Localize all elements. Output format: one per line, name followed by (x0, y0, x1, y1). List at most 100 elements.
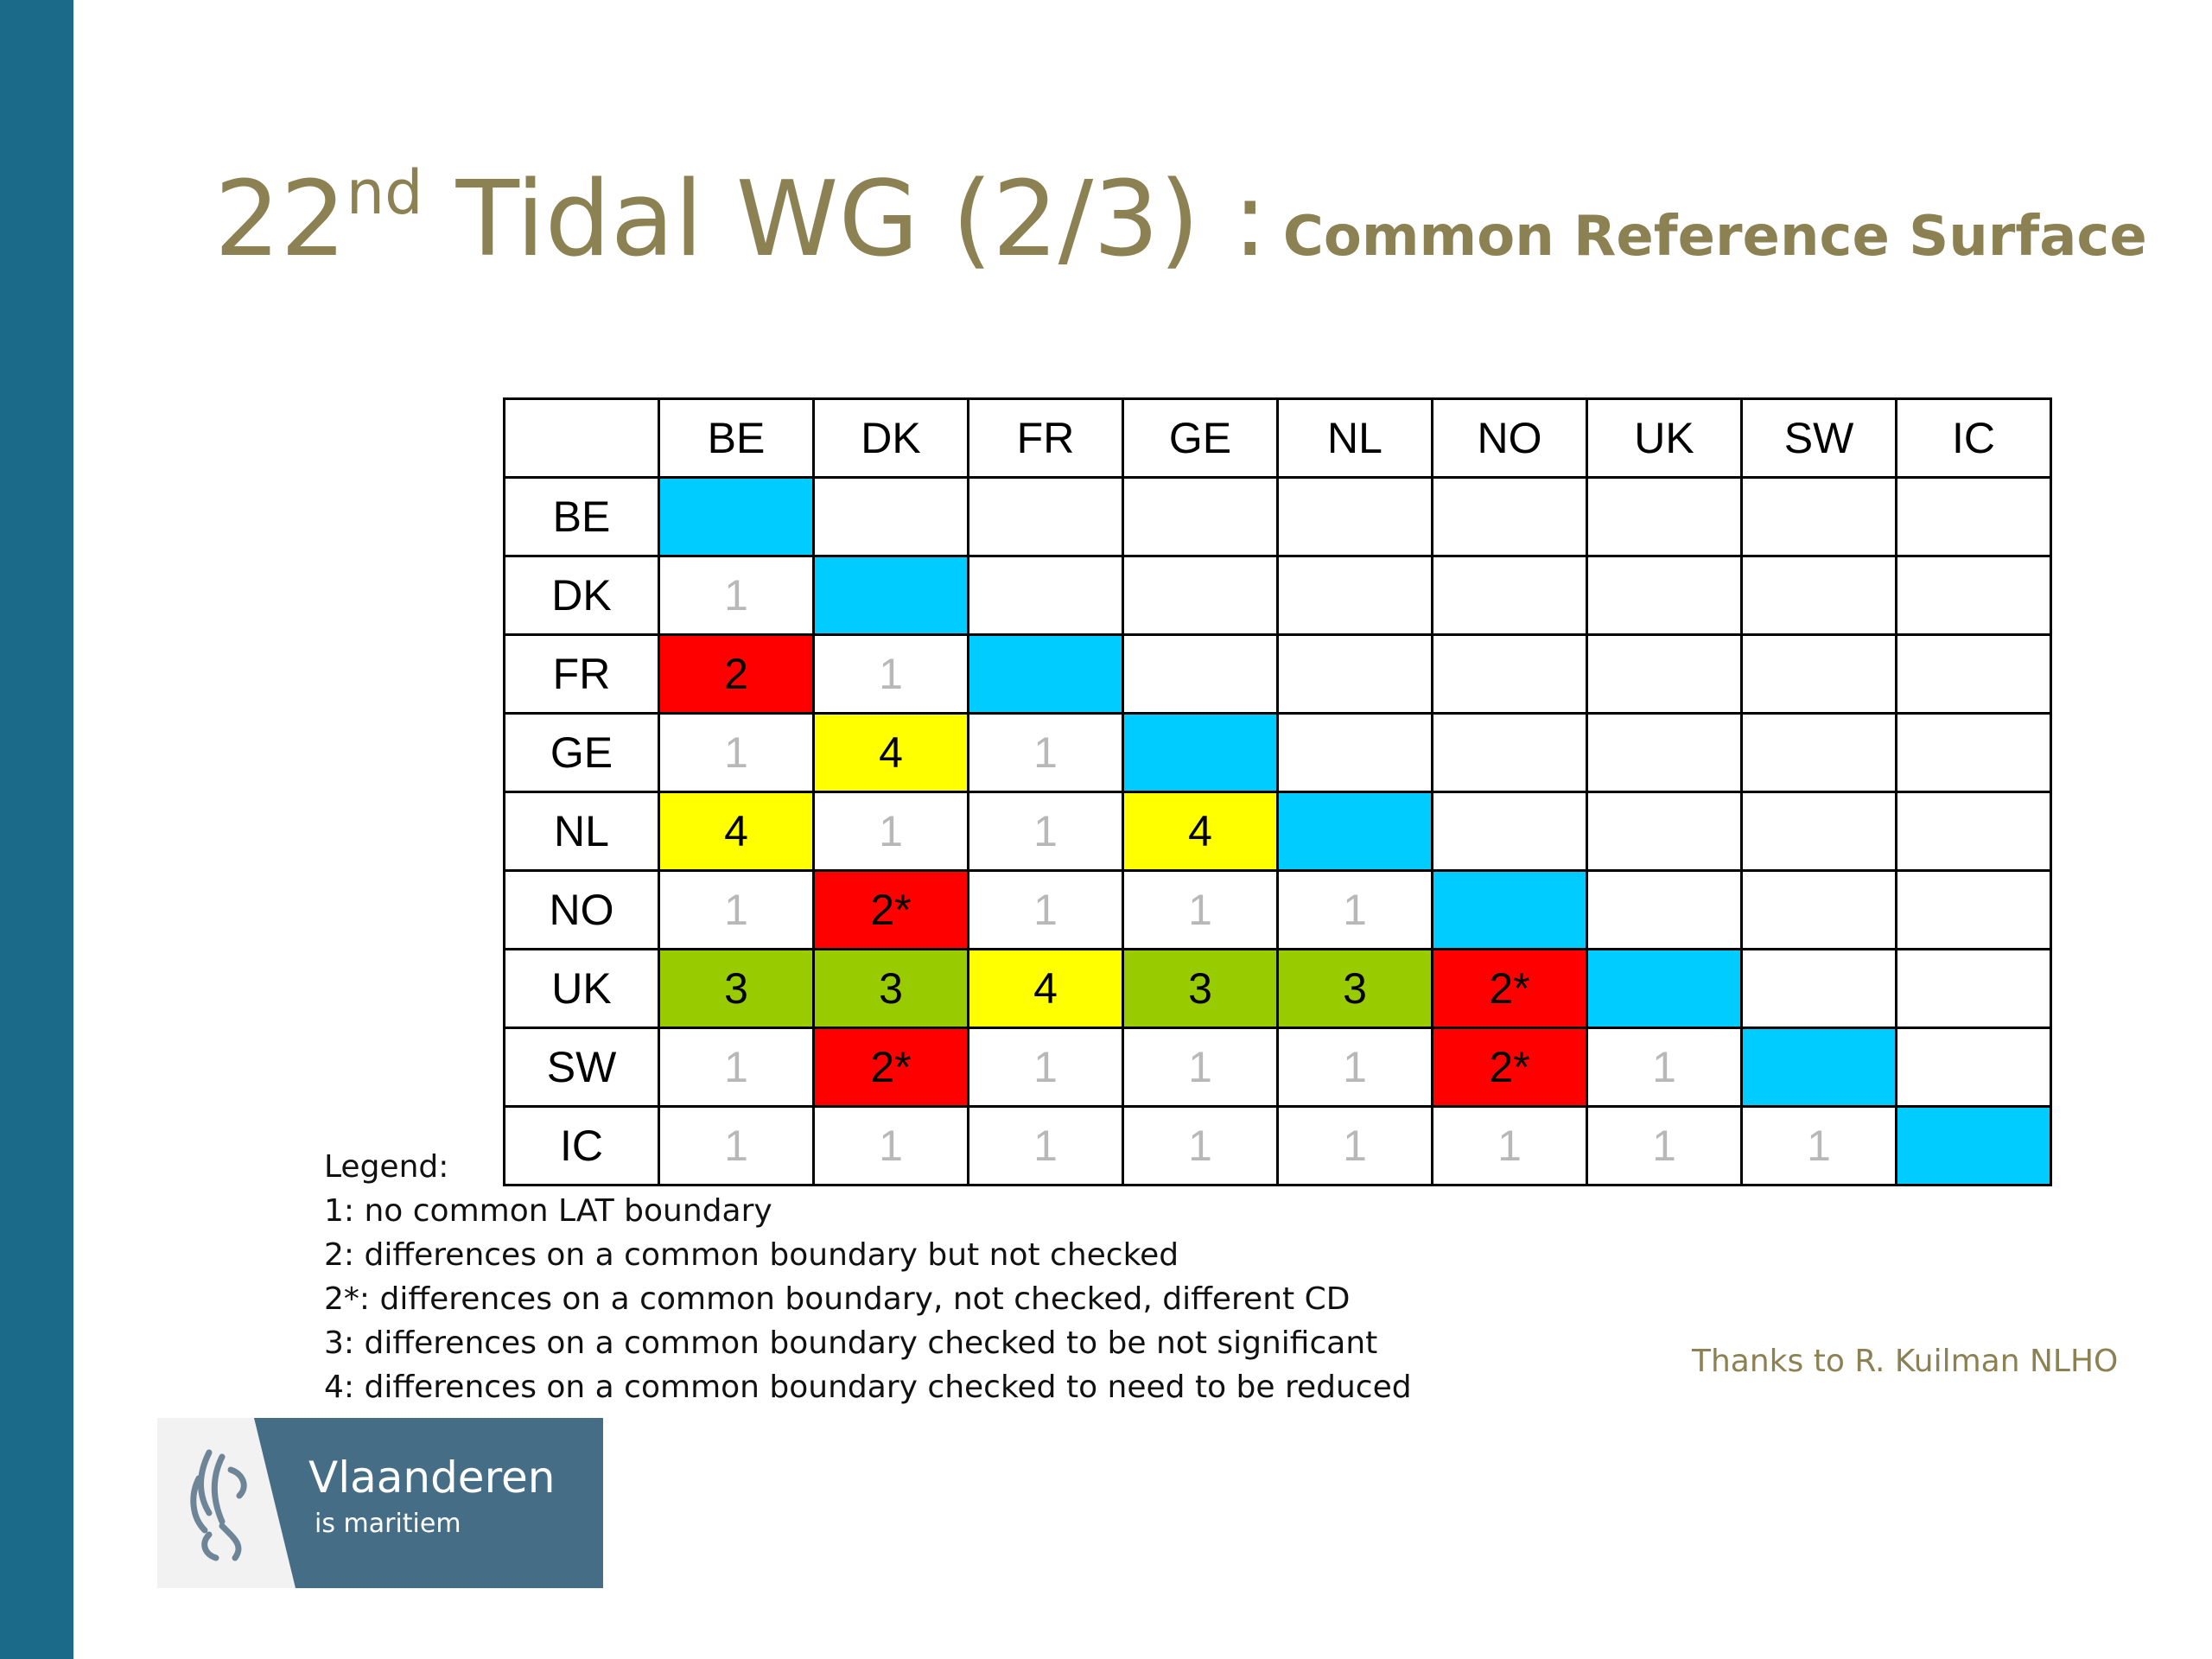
matrix-cell: 1 (1276, 1105, 1433, 1186)
matrix-cell: 3 (812, 948, 969, 1029)
matrix-cell (1122, 476, 1279, 557)
logo-brand: Vlaanderen (308, 1452, 556, 1503)
matrix-cell: 4 (967, 948, 1124, 1029)
row-header: NO (503, 869, 660, 950)
column-header: UK (1586, 397, 1743, 479)
column-header: IC (1895, 397, 2052, 479)
matrix-cell: 1 (658, 1105, 815, 1186)
column-header: GE (1122, 397, 1279, 479)
matrix-row: NL 4 1 1 4 (503, 791, 2052, 872)
diagonal-cell (1276, 791, 1433, 872)
matrix-cell (1431, 712, 1588, 793)
matrix-cell: 3 (1276, 948, 1433, 1029)
matrix-cell: 1 (1276, 869, 1433, 950)
matrix-cell (967, 555, 1124, 636)
matrix-row: IC 1 1 1 1 1 1 1 1 (503, 1105, 2052, 1186)
matrix-cell: 2* (1431, 948, 1588, 1029)
matrix-cell (1276, 476, 1433, 557)
matrix-cell: 1 (1586, 1027, 1743, 1108)
matrix-cell (1122, 633, 1279, 715)
matrix-cell (1740, 476, 1897, 557)
logo-panel (254, 1418, 603, 1588)
row-header: NL (503, 791, 660, 872)
matrix-cell (1895, 869, 2052, 950)
matrix-cell (1276, 712, 1433, 793)
matrix-cell: 1 (967, 791, 1124, 872)
row-header: FR (503, 633, 660, 715)
matrix-cell: 4 (1122, 791, 1279, 872)
matrix-cell: 1 (1276, 1027, 1433, 1108)
matrix-cell: 4 (658, 791, 815, 872)
vlaanderen-logo: Vlaanderen is maritiem (157, 1418, 603, 1588)
matrix-cell (1895, 791, 2052, 872)
matrix-cell (1431, 555, 1588, 636)
legend-item: 2: differences on a common boundary but … (324, 1237, 1179, 1273)
matrix-cell (1740, 633, 1897, 715)
diagonal-cell (1895, 1105, 2052, 1186)
matrix-cell (1895, 1027, 2052, 1108)
row-header: DK (503, 555, 660, 636)
matrix-cell (1431, 791, 1588, 872)
matrix-cell (1276, 633, 1433, 715)
matrix-cell: 1 (967, 1027, 1124, 1108)
matrix-cell: 1 (658, 869, 815, 950)
diagonal-cell (812, 555, 969, 636)
matrix-cell: 1 (967, 1105, 1124, 1186)
row-header: BE (503, 476, 660, 557)
matrix-cell: 2* (812, 869, 969, 950)
matrix-cell: 1 (812, 1105, 969, 1186)
legend: Legend: 1: no common LAT boundary 2: dif… (324, 1145, 1412, 1409)
matrix-cell (1586, 476, 1743, 557)
matrix-cell (1740, 791, 1897, 872)
row-header: SW (503, 1027, 660, 1108)
matrix-cell: 1 (1122, 869, 1279, 950)
matrix-cell (1895, 948, 2052, 1029)
matrix-cell (1586, 555, 1743, 636)
matrix-cell: 1 (658, 555, 815, 636)
diagonal-cell (1431, 869, 1588, 950)
matrix-cell (1740, 555, 1897, 636)
column-header: DK (812, 397, 969, 479)
matrix-cell (1122, 555, 1279, 636)
legend-item: 1: no common LAT boundary (324, 1193, 772, 1229)
matrix-cell (1895, 633, 2052, 715)
diagonal-cell (1740, 1027, 1897, 1108)
matrix-cell (1740, 869, 1897, 950)
legend-item: 3: differences on a common boundary chec… (324, 1325, 1378, 1361)
row-header: GE (503, 712, 660, 793)
matrix-cell: 1 (967, 869, 1124, 950)
matrix-cell: 1 (1586, 1105, 1743, 1186)
diagonal-cell (967, 633, 1124, 715)
matrix-row: DK 1 (503, 555, 2052, 636)
lion-icon (190, 1449, 247, 1561)
title-superscript: nd (346, 157, 423, 228)
matrix-cell (1740, 712, 1897, 793)
logo-tagline: is maritiem (315, 1509, 461, 1539)
column-header: BE (658, 397, 815, 479)
matrix-cell (1895, 476, 2052, 557)
matrix-cell: 3 (1122, 948, 1279, 1029)
matrix-cell: 1 (1431, 1105, 1588, 1186)
matrix-cell: 1 (812, 791, 969, 872)
title-main: 22 (214, 160, 346, 280)
matrix-cell (1895, 555, 2052, 636)
column-header: SW (1740, 397, 1897, 479)
diagonal-cell (1586, 948, 1743, 1029)
matrix-cell: 2* (1431, 1027, 1588, 1108)
title-rest: Tidal WG (2/3) : (423, 160, 1268, 280)
row-header: IC (503, 1105, 660, 1186)
matrix-row: SW 1 2* 1 1 1 2* 1 (503, 1027, 2052, 1108)
matrix-cell: 2* (812, 1027, 969, 1108)
side-accent-bar (0, 0, 73, 1659)
matrix-cell: 1 (967, 712, 1124, 793)
column-header: NL (1276, 397, 1433, 479)
matrix-header-row: BE DK FR GE NL NO UK SW IC (503, 397, 2052, 479)
matrix-cell (1431, 476, 1588, 557)
matrix-cell (967, 476, 1124, 557)
diagonal-cell (658, 476, 815, 557)
matrix-row: GE 1 4 1 (503, 712, 2052, 793)
row-header: UK (503, 948, 660, 1029)
matrix-cell: 3 (658, 948, 815, 1029)
matrix-cell: 1 (1122, 1105, 1279, 1186)
matrix-body: BE DK 1 FR 2 1 GE 1 4 1 NL 4 1 1 4 NO 1 2* 1 1 1 UK 3 3 4 3 3 2* SW 1… (503, 476, 2052, 1186)
